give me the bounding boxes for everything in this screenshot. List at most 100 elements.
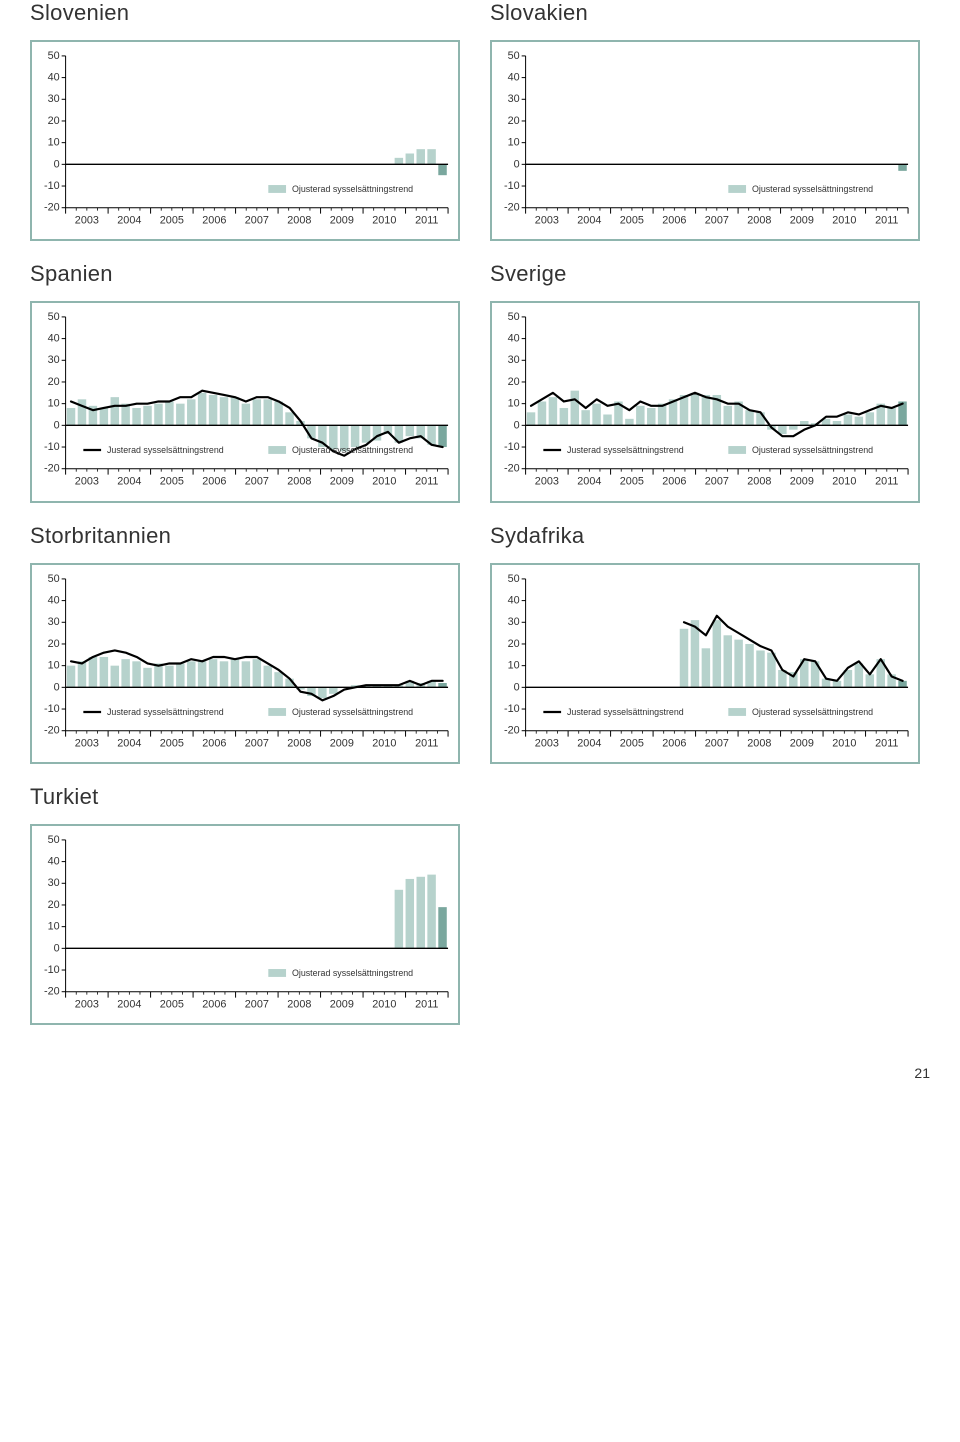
bar — [527, 413, 535, 426]
bar — [395, 158, 403, 165]
bar — [154, 663, 162, 687]
bar — [713, 620, 721, 687]
xtick-label: 2003 — [535, 214, 559, 226]
legend-unadjusted: Ojusterad sysselsättningstrend — [752, 445, 873, 455]
xtick-label: 2006 — [202, 737, 226, 749]
xtick-label: 2004 — [577, 737, 601, 749]
xtick-label: 2011 — [415, 214, 438, 226]
xtick-label: 2005 — [160, 476, 184, 488]
ytick-label: 0 — [514, 681, 520, 693]
ytick-label: 20 — [508, 376, 520, 388]
bar — [264, 400, 272, 426]
legend-unadjusted: Ojusterad sysselsättningstrend — [752, 707, 873, 717]
ytick-label: -20 — [44, 202, 60, 214]
bar — [855, 417, 863, 426]
bar — [242, 661, 250, 687]
bar — [111, 397, 119, 425]
bar — [898, 164, 906, 171]
chart-storbritannien: -20-100102030405020032004200520062007200… — [38, 573, 452, 760]
xtick-label: 2009 — [790, 214, 814, 226]
bar — [581, 410, 589, 425]
xtick-label: 2008 — [747, 737, 771, 749]
ytick-label: 50 — [48, 573, 60, 585]
bar — [438, 907, 446, 948]
xtick-label: 2003 — [75, 737, 99, 749]
ytick-label: 10 — [508, 137, 520, 149]
bar — [132, 661, 140, 687]
legend-adjusted: Justerad sysselsättningstrend — [567, 445, 684, 455]
ytick-label: 30 — [48, 93, 60, 105]
bar — [143, 406, 151, 426]
xtick-label: 2010 — [372, 737, 396, 749]
panel-turkiet: Turkiet -20-1001020304050200320042005200… — [30, 784, 460, 1025]
xtick-label: 2004 — [577, 214, 601, 226]
legend-unadjusted: Ojusterad sysselsättningstrend — [292, 707, 413, 717]
panel-title: Slovenien — [30, 0, 460, 26]
xtick-label: 2009 — [330, 214, 354, 226]
chart-slovenien: -20-100102030405020032004200520062007200… — [38, 50, 452, 237]
chart-frame: -20-100102030405020032004200520062007200… — [490, 301, 920, 502]
bar — [592, 404, 600, 426]
ytick-label: -10 — [44, 964, 60, 976]
bar — [209, 395, 217, 425]
bar — [756, 413, 764, 426]
xtick-label: 2003 — [75, 214, 99, 226]
page-number: 21 — [30, 1065, 930, 1081]
bar — [285, 413, 293, 426]
ytick-label: -20 — [504, 202, 520, 214]
bar — [318, 687, 326, 698]
ytick-label: 10 — [48, 659, 60, 671]
bar — [176, 404, 184, 426]
xtick-label: 2009 — [330, 737, 354, 749]
xtick-label: 2006 — [662, 214, 686, 226]
ytick-label: -20 — [504, 724, 520, 736]
xtick-label: 2005 — [620, 214, 644, 226]
xtick-label: 2008 — [287, 998, 311, 1010]
legend-unadjusted: Ojusterad sysselsättningstrend — [292, 445, 413, 455]
panel-title: Sydafrika — [490, 523, 920, 549]
xtick-label: 2005 — [160, 737, 184, 749]
bar — [756, 650, 764, 687]
bar — [231, 397, 239, 425]
xtick-label: 2011 — [415, 476, 438, 488]
bar — [89, 657, 97, 687]
panel-slovakien: Slovakien -20-10010203040502003200420052… — [490, 0, 920, 241]
panel-spanien: Spanien -20-1001020304050200320042005200… — [30, 261, 460, 502]
xtick-label: 2008 — [287, 214, 311, 226]
bar — [538, 402, 546, 426]
ytick-label: 50 — [508, 573, 520, 585]
legend-unadjusted: Ojusterad sysselsättningstrend — [292, 184, 413, 194]
ytick-label: 30 — [48, 355, 60, 367]
xtick-label: 2005 — [160, 214, 184, 226]
legend-adjusted: Justerad sysselsättningstrend — [107, 707, 224, 717]
bar — [691, 393, 699, 426]
bar — [571, 391, 579, 426]
ytick-label: 40 — [508, 594, 520, 606]
legend-adjusted: Justerad sysselsättningstrend — [107, 445, 224, 455]
bar — [209, 659, 217, 687]
bar — [406, 153, 414, 164]
ytick-label: 20 — [48, 376, 60, 388]
ytick-label: 30 — [508, 355, 520, 367]
ytick-label: 0 — [54, 158, 60, 170]
bar — [264, 665, 272, 687]
bar — [636, 406, 644, 426]
ytick-label: -10 — [44, 441, 60, 453]
panel-title: Spanien — [30, 261, 460, 287]
bar — [395, 890, 403, 949]
bar — [121, 659, 129, 687]
xtick-label: 2009 — [330, 476, 354, 488]
bar — [745, 410, 753, 425]
ytick-label: 50 — [48, 311, 60, 323]
bar — [67, 665, 75, 687]
xtick-label: 2006 — [202, 998, 226, 1010]
ytick-label: 30 — [508, 616, 520, 628]
xtick-label: 2010 — [832, 476, 856, 488]
bar — [427, 874, 435, 948]
bar — [187, 661, 195, 687]
chart-frame: -20-100102030405020032004200520062007200… — [490, 563, 920, 764]
bar — [866, 674, 874, 687]
xtick-label: 2003 — [75, 476, 99, 488]
bar — [220, 661, 228, 687]
panel-title: Sverige — [490, 261, 920, 287]
